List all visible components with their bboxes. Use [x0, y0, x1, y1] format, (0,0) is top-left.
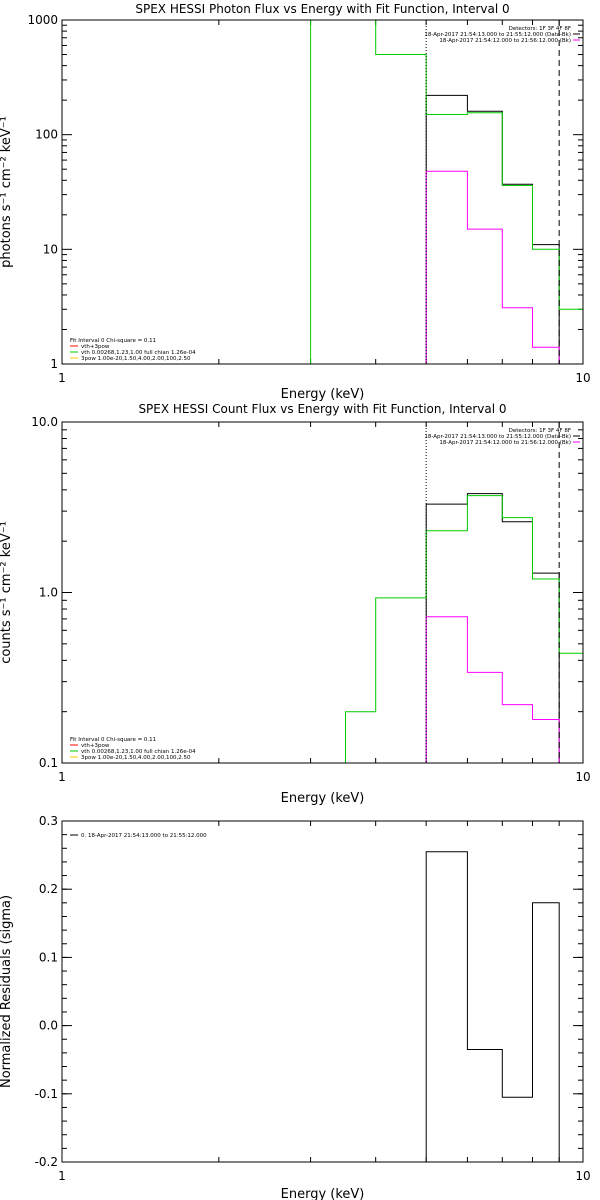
- chart-title: SPEX HESSI Count Flux vs Energy with Fit…: [138, 402, 506, 416]
- legend-left-entry: vth 0.00268,1.23,1.00 full chian 1.26e-0…: [81, 749, 196, 755]
- y-axis-label: counts s⁻¹ cm⁻² keV⁻¹: [0, 521, 14, 664]
- plot-area: [310, 20, 583, 364]
- plot-frame: [61, 820, 584, 1163]
- y-axis-label: photons s⁻¹ cm⁻² keV⁻¹: [0, 116, 14, 268]
- plot-frame: [61, 421, 584, 764]
- y-tick-label: -0.1: [35, 1087, 58, 1101]
- chart-panel-3: Energy (keV) Normalized Residuals (sigma)…: [0, 814, 591, 1200]
- x-tick-label: 1: [58, 371, 66, 385]
- y-tick-label: 1.0: [39, 586, 58, 600]
- plot-area: [425, 851, 560, 1162]
- legend-left-entry: 3pow 1.00e-20,1.50,4.00,2.00,100,2.50: [81, 755, 191, 761]
- x-tick-label: 10: [575, 1169, 590, 1183]
- x-axis-label: Energy (keV): [281, 1187, 365, 1200]
- series-1-step-line: [425, 493, 560, 763]
- legend-right-entry: Detectors: 1F 3F 4F 8F: [509, 26, 571, 32]
- y-tick-label: 0.1: [39, 756, 58, 770]
- y-tick-label: 0.1: [39, 950, 58, 964]
- y-tick-label: 0.0: [39, 1019, 58, 1033]
- series-3-step-line: [425, 170, 560, 364]
- series-1-step-line: [425, 851, 560, 1162]
- x-tick-label: 10: [575, 371, 590, 385]
- legend-right-entry: 18-Apr-2017 21:54:12.000 to 21:56:12.000…: [439, 440, 571, 446]
- x-tick-label: 10: [575, 770, 590, 784]
- legend-left-entry: Fit Interval 0 Chi-square = 0.11: [70, 338, 156, 344]
- x-tick-label: 1: [58, 770, 66, 784]
- series-2-step-line: [310, 20, 583, 364]
- plot-area: [310, 493, 583, 763]
- series-1-step-line: [425, 94, 560, 364]
- legend-left-entry: vth 0.00268,1.23,1.00 full chian 1.26e-0…: [81, 350, 196, 356]
- legend-left-entry: Fit Interval 0 Chi-square = 0.11: [70, 737, 156, 743]
- series-3-step-line: [425, 616, 560, 763]
- y-tick-label: 100: [35, 128, 58, 142]
- legend-left-entry: vth+3pow: [81, 344, 110, 350]
- chart-panel-1: SPEX HESSI Photon Flux vs Energy with Fi…: [0, 2, 591, 402]
- legend-left-entry: vth+3pow: [81, 743, 110, 749]
- series-2-step-line: [310, 495, 583, 763]
- legend-right-entry: 18-Apr-2017 21:54:13.000 to 21:55:12.000…: [424, 434, 571, 440]
- legend-right-entry: Detectors: 1F 3F 4F 8F: [509, 428, 571, 434]
- x-axis-label: Energy (keV): [281, 791, 365, 806]
- chart-panel-2: SPEX HESSI Count Flux vs Energy with Fit…: [0, 402, 591, 806]
- y-tick-label: 1: [50, 357, 58, 371]
- y-axis-label: Normalized Residuals (sigma): [0, 895, 14, 1088]
- legend-left-entry: 0. 18-Apr-2017 21:54:13.000 to 21:55:12.…: [81, 833, 207, 839]
- y-tick-label: 10.0: [31, 415, 58, 429]
- plot-frame: [61, 19, 584, 365]
- y-tick-label: 1000: [27, 13, 58, 27]
- y-tick-label: 0.3: [39, 814, 58, 828]
- legend-right-entry: 18-Apr-2017 21:54:13.000 to 21:55:12.000…: [424, 32, 571, 38]
- legend-left-entry: 3pow 1.00e-20,1.50,4.00,2.00,100,2.50: [81, 356, 191, 362]
- x-axis-label: Energy (keV): [281, 387, 365, 402]
- chart-title: SPEX HESSI Photon Flux vs Energy with Fi…: [135, 2, 509, 16]
- x-tick-label: 1: [58, 1169, 66, 1183]
- y-tick-label: -0.2: [35, 1155, 58, 1169]
- y-tick-label: 10: [43, 242, 58, 256]
- y-tick-label: 0.2: [39, 882, 58, 896]
- legend-right-entry: 18-Apr-2017 21:54:12.000 to 21:56:12.000…: [439, 38, 571, 44]
